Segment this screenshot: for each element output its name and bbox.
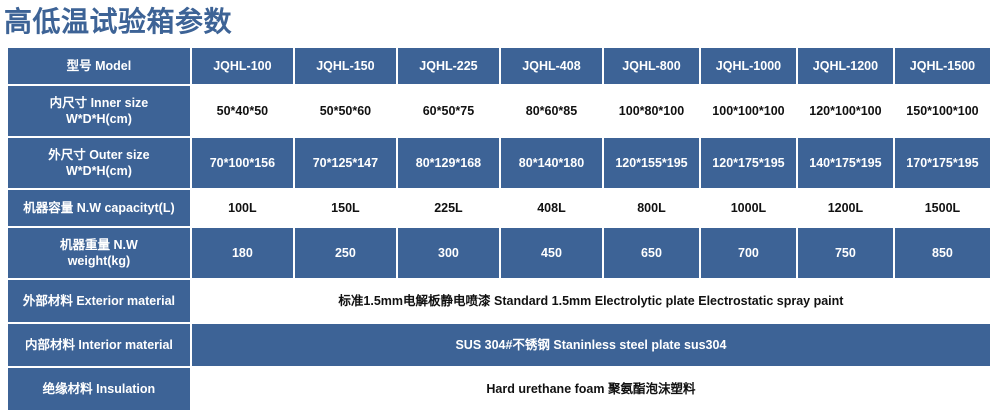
header-cell-model: JQHL-225 (397, 48, 499, 84)
cell-capacity: 1200L (797, 190, 893, 226)
cell-inner-size: 100*80*100 (604, 86, 699, 136)
row-label-line1: 外尺寸 Outer size (48, 148, 150, 162)
row-label-inner-size: 内尺寸 Inner size W*D*H(cm) (8, 86, 190, 136)
table-row-weight: 机器重量 N.W weight(kg) 180 250 300 450 650 … (8, 228, 990, 278)
cell-capacity: 800L (604, 190, 699, 226)
cell-outer-size: 120*175*195 (700, 138, 796, 188)
table-row-inner-size: 内尺寸 Inner size W*D*H(cm) 50*40*50 50*50*… (8, 86, 990, 136)
row-label-weight: 机器重量 N.W weight(kg) (8, 228, 190, 278)
cell-capacity: 225L (397, 190, 499, 226)
row-label-insulation: 绝缘材料 Insulation (8, 368, 190, 410)
table-row-capacity: 机器容量 N.W capacityt(L) 100L 150L 225L 408… (8, 190, 990, 226)
cell-outer-size: 70*125*147 (294, 138, 396, 188)
table-row-exterior-material: 外部材料 Exterior material 标准1.5mm电解板静电喷漆 St… (8, 280, 990, 322)
cell-outer-size: 120*155*195 (604, 138, 699, 188)
cell-capacity: 100L (191, 190, 293, 226)
table-row-model: 型号 Model JQHL-100 JQHL-150 JQHL-225 JQHL… (8, 48, 990, 84)
cell-weight: 180 (191, 228, 293, 278)
cell-inner-size: 100*100*100 (700, 86, 796, 136)
cell-inner-size: 50*50*60 (294, 86, 396, 136)
header-cell-model: JQHL-150 (294, 48, 396, 84)
cell-weight: 700 (700, 228, 796, 278)
row-label-interior-material: 内部材料 Interior material (8, 324, 190, 366)
cell-capacity: 150L (294, 190, 396, 226)
page-title: 高低温试验箱参数 (4, 6, 233, 37)
cell-outer-size: 170*175*195 (894, 138, 990, 188)
row-label-exterior-material: 外部材料 Exterior material (8, 280, 190, 322)
row-label-line2: W*D*H(cm) (65, 164, 132, 178)
cell-inner-size: 120*100*100 (797, 86, 893, 136)
cell-inner-size: 150*100*100 (894, 86, 990, 136)
cell-weight: 450 (500, 228, 602, 278)
cell-weight: 750 (797, 228, 893, 278)
cell-weight: 250 (294, 228, 396, 278)
header-cell-model: JQHL-408 (500, 48, 602, 84)
cell-weight: 650 (604, 228, 699, 278)
cell-inner-size: 80*60*85 (500, 86, 602, 136)
cell-insulation: Hard urethane foam 聚氨酯泡沫塑料 (191, 368, 990, 410)
cell-interior-material: SUS 304#不锈钢 Staninless steel plate sus30… (191, 324, 990, 366)
header-cell-model: JQHL-1000 (700, 48, 796, 84)
cell-outer-size: 80*129*168 (397, 138, 499, 188)
header-cell-model: JQHL-800 (604, 48, 699, 84)
row-label-line1: 机器重量 N.W (60, 238, 138, 252)
cell-outer-size: 140*175*195 (797, 138, 893, 188)
cell-inner-size: 60*50*75 (397, 86, 499, 136)
cell-outer-size: 70*100*156 (191, 138, 293, 188)
row-label-line2: W*D*H(cm) (65, 112, 132, 126)
cell-inner-size: 50*40*50 (191, 86, 293, 136)
table-row-interior-material: 内部材料 Interior material SUS 304#不锈钢 Stani… (8, 324, 990, 366)
row-label-outer-size: 外尺寸 Outer size W*D*H(cm) (8, 138, 190, 188)
cell-capacity: 1000L (700, 190, 796, 226)
header-cell-model: JQHL-1500 (894, 48, 990, 84)
row-label-model: 型号 Model (8, 48, 190, 84)
cell-capacity: 408L (500, 190, 602, 226)
specification-table: 型号 Model JQHL-100 JQHL-150 JQHL-225 JQHL… (6, 46, 992, 412)
header-cell-model: JQHL-1200 (797, 48, 893, 84)
table-row-outer-size: 外尺寸 Outer size W*D*H(cm) 70*100*156 70*1… (8, 138, 990, 188)
row-label-line1: 内尺寸 Inner size (49, 96, 149, 110)
cell-capacity: 1500L (894, 190, 990, 226)
cell-weight: 300 (397, 228, 499, 278)
header-cell-model: JQHL-100 (191, 48, 293, 84)
row-label-capacity: 机器容量 N.W capacityt(L) (8, 190, 190, 226)
cell-outer-size: 80*140*180 (500, 138, 602, 188)
table-row-insulation: 绝缘材料 Insulation Hard urethane foam 聚氨酯泡沫… (8, 368, 990, 410)
cell-weight: 850 (894, 228, 990, 278)
row-label-line2: weight(kg) (67, 254, 131, 268)
cell-exterior-material: 标准1.5mm电解板静电喷漆 Standard 1.5mm Electrolyt… (191, 280, 990, 322)
